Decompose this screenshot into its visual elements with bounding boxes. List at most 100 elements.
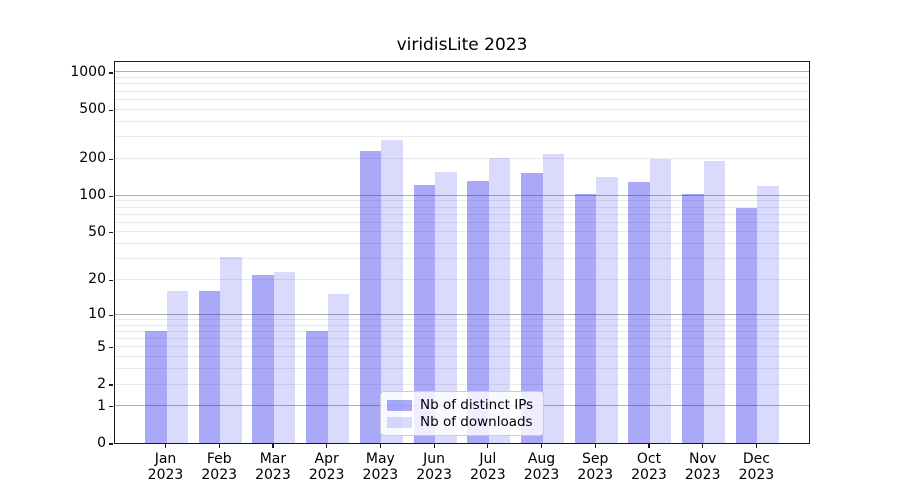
gridline-major-10 xyxy=(115,313,809,315)
bar-distinct-ips-aug xyxy=(521,173,543,443)
x-tick-mark-apr xyxy=(326,444,328,448)
bar-distinct-ips-apr xyxy=(306,331,328,443)
gridline-minor-3 xyxy=(115,368,809,370)
y-tick-mark-500 xyxy=(109,109,113,111)
y-tick-label-200: 200 xyxy=(79,150,106,167)
gridline-minor-900 xyxy=(115,77,809,79)
x-tick-label-may: May 2023 xyxy=(362,451,399,483)
bar-downloads-apr xyxy=(327,294,350,443)
gridline-minor-700 xyxy=(115,90,809,92)
y-tick-label-5: 5 xyxy=(97,338,106,355)
bar-downloads-mar xyxy=(273,272,296,443)
gridline-minor-40 xyxy=(115,243,809,245)
bar-distinct-ips-may xyxy=(359,150,382,443)
legend-label-downloads: Nb of downloads xyxy=(420,414,533,430)
x-tick-label-apr: Apr 2023 xyxy=(308,451,345,483)
bar-downloads-jan xyxy=(166,290,188,443)
y-tick-mark-100 xyxy=(109,195,113,197)
gridline-minor-400 xyxy=(115,120,809,122)
gridline-minor-2 xyxy=(115,383,809,385)
gridline-major-100 xyxy=(115,194,809,196)
bar-downloads-jun xyxy=(435,171,457,443)
gridline-minor-50 xyxy=(115,231,809,233)
x-tick-mark-jul xyxy=(487,444,489,448)
x-tick-mark-jun xyxy=(433,444,435,448)
gridline-minor-7 xyxy=(115,330,809,332)
bar-downloads-may xyxy=(381,140,403,443)
y-tick-mark-5 xyxy=(109,347,113,349)
y-tick-label-2: 2 xyxy=(97,375,106,392)
legend-swatch-distinct-ips xyxy=(387,399,412,411)
legend-item-downloads: Nb of downloads xyxy=(387,414,535,430)
bar-downloads-nov xyxy=(703,160,726,443)
gridline-minor-80 xyxy=(115,206,809,208)
gridline-minor-60 xyxy=(115,221,809,223)
x-tick-label-sep: Sep 2023 xyxy=(577,451,614,483)
legend-item-distinct-ips: Nb of distinct IPs xyxy=(387,397,535,413)
y-tick-label-0: 0 xyxy=(97,435,106,451)
y-tick-mark-20 xyxy=(109,279,113,282)
bar-distinct-ips-jun xyxy=(413,184,436,443)
x-tick-mark-dec xyxy=(755,444,757,448)
y-tick-mark-200 xyxy=(109,158,113,160)
x-tick-label-jul: Jul 2023 xyxy=(469,451,506,483)
legend-label-distinct-ips: Nb of distinct IPs xyxy=(420,397,534,413)
bar-downloads-aug xyxy=(542,154,565,443)
y-tick-mark-50 xyxy=(109,232,113,234)
bar-distinct-ips-feb xyxy=(198,290,221,443)
gridline-minor-20 xyxy=(115,279,809,280)
bar-distinct-ips-jan xyxy=(145,331,167,443)
bar-distinct-ips-jul xyxy=(467,180,489,443)
x-tick-mark-may xyxy=(379,444,381,448)
gridline-minor-9 xyxy=(115,318,809,320)
gridline-minor-8 xyxy=(115,324,809,326)
bar-downloads-dec xyxy=(757,186,779,443)
y-tick-label-10: 10 xyxy=(88,306,106,323)
chart-title: viridisLite 2023 xyxy=(396,35,528,55)
legend: Nb of distinct IPs Nb of downloads xyxy=(380,391,544,436)
gridline-major-1000 xyxy=(115,71,809,73)
y-tick-mark-0 xyxy=(109,443,113,445)
gridline-minor-500 xyxy=(115,108,809,110)
x-tick-label-jun: Jun 2023 xyxy=(416,451,452,483)
plot-area xyxy=(114,61,810,444)
x-tick-mark-sep xyxy=(594,444,596,448)
x-tick-label-mar: Mar 2023 xyxy=(255,451,291,483)
x-tick-label-jan: Jan 2023 xyxy=(147,451,184,483)
x-tick-label-aug: Aug 2023 xyxy=(523,451,560,483)
bar-distinct-ips-sep xyxy=(574,193,597,443)
x-tick-mark-mar xyxy=(272,444,274,448)
y-tick-label-1: 1 xyxy=(97,397,106,414)
gridline-minor-800 xyxy=(115,83,809,85)
x-tick-mark-jan xyxy=(164,444,167,448)
bar-downloads-oct xyxy=(649,158,672,443)
bar-distinct-ips-mar xyxy=(252,274,274,443)
gridline-minor-70 xyxy=(115,213,809,215)
x-tick-mark-aug xyxy=(540,444,543,448)
gridline-minor-600 xyxy=(115,98,809,100)
gridline-minor-6 xyxy=(115,338,809,339)
y-tick-mark-10 xyxy=(109,314,113,316)
bar-downloads-feb xyxy=(220,256,242,443)
y-tick-mark-1 xyxy=(109,406,113,408)
y-tick-label-100: 100 xyxy=(79,187,106,204)
gridline-minor-30 xyxy=(115,258,809,260)
y-tick-mark-1000 xyxy=(109,72,113,74)
y-tick-mark-2 xyxy=(109,384,113,386)
gridline-minor-300 xyxy=(115,136,809,138)
legend-swatch-downloads xyxy=(387,416,412,428)
bar-distinct-ips-oct xyxy=(628,182,650,443)
bar-downloads-jul xyxy=(488,158,511,443)
x-tick-mark-oct xyxy=(648,444,650,448)
bar-distinct-ips-nov xyxy=(682,193,704,443)
x-tick-mark-feb xyxy=(218,444,220,448)
x-tick-label-dec: Dec 2023 xyxy=(738,451,775,483)
gridline-minor-90 xyxy=(115,200,809,202)
gridline-minor-5 xyxy=(115,346,809,348)
gridline-minor-4 xyxy=(115,356,809,358)
x-tick-label-nov: Nov 2023 xyxy=(684,451,721,483)
gridline-minor-200 xyxy=(115,157,809,159)
y-tick-label-500: 500 xyxy=(79,101,106,118)
y-tick-label-1000: 1000 xyxy=(70,63,106,80)
